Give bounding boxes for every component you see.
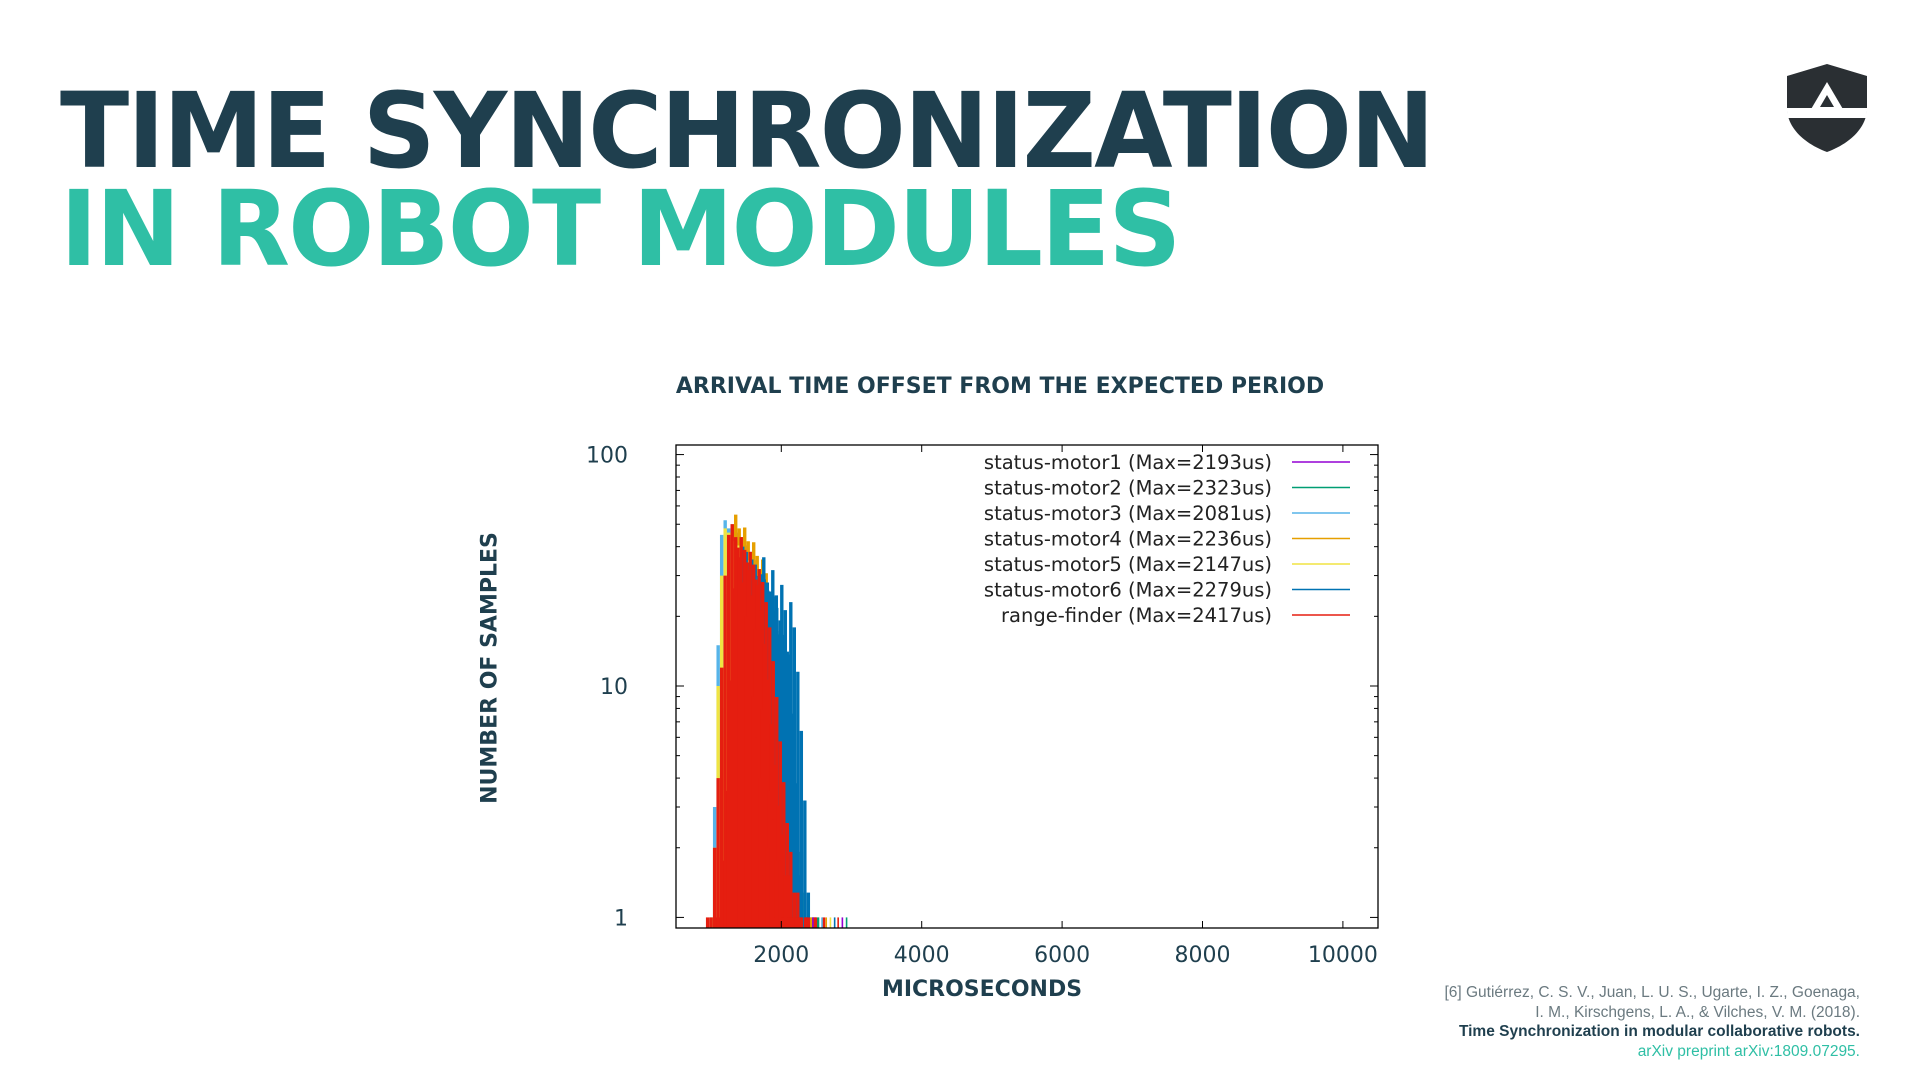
plot-border — [675, 444, 1379, 929]
legend-label-7: range-finder (Max=2417us) — [1001, 604, 1272, 627]
slide-title: TIME SYNCHRONIZATION IN ROBOT MODULES — [60, 70, 1435, 290]
legend-label-2: status-motor2 (Max=2323us) — [984, 477, 1272, 500]
citation-authors-1: [6] Gutiérrez, C. S. V., Juan, L. U. S.,… — [1444, 984, 1860, 1001]
plot-ticks: 2000 4000 6000 8000 10000 1 10 100 — [586, 444, 1378, 968]
chart-title: ARRIVAL TIME OFFSET FROM THE EXPECTED PE… — [675, 374, 1325, 399]
y-tick-label-1: 1 — [614, 906, 628, 931]
shield-a-logo-icon — [1787, 64, 1867, 152]
citation: [6] Gutiérrez, C. S. V., Juan, L. U. S.,… — [1444, 983, 1860, 1061]
legend-label-5: status-motor5 (Max=2147us) — [984, 553, 1272, 576]
x-tick-label-2: 4000 — [894, 943, 950, 968]
slide-title-line2: IN ROBOT MODULES — [60, 168, 1181, 290]
y-tick-label-3: 100 — [586, 444, 628, 469]
x-axis-label: MICROSECONDS — [881, 977, 1083, 1002]
y-tick-label-2: 10 — [600, 675, 628, 700]
legend-label-3: status-motor3 (Max=2081us) — [984, 502, 1272, 525]
outlier-samples — [812, 917, 848, 928]
legend-label-1: status-motor1 (Max=2193us) — [984, 451, 1272, 474]
series-7 — [705, 524, 826, 928]
legend-label-6: status-motor6 (Max=2279us) — [984, 579, 1272, 602]
x-tick-label-4: 8000 — [1175, 943, 1231, 968]
plot-frame — [675, 444, 1379, 929]
citation-arxiv: arXiv preprint arXiv:1809.07295. — [1637, 1042, 1860, 1060]
x-tick-label-5: 10000 — [1308, 943, 1378, 968]
x-tick-label-3: 6000 — [1034, 943, 1090, 968]
plot-bars — [705, 514, 848, 928]
citation-title: Time Synchronization in modular collabor… — [1458, 1023, 1860, 1040]
citation-authors-2: I. M., Kirschgens, L. A., & Vilches, V. … — [1535, 1003, 1860, 1021]
x-tick-label-1: 2000 — [753, 943, 809, 968]
slide-title-line1: TIME SYNCHRONIZATION — [60, 70, 1435, 192]
plot-legend: status-motor1 (Max=2193us) status-motor2 … — [984, 451, 1350, 627]
legend-label-4: status-motor4 (Max=2236us) — [984, 528, 1272, 551]
